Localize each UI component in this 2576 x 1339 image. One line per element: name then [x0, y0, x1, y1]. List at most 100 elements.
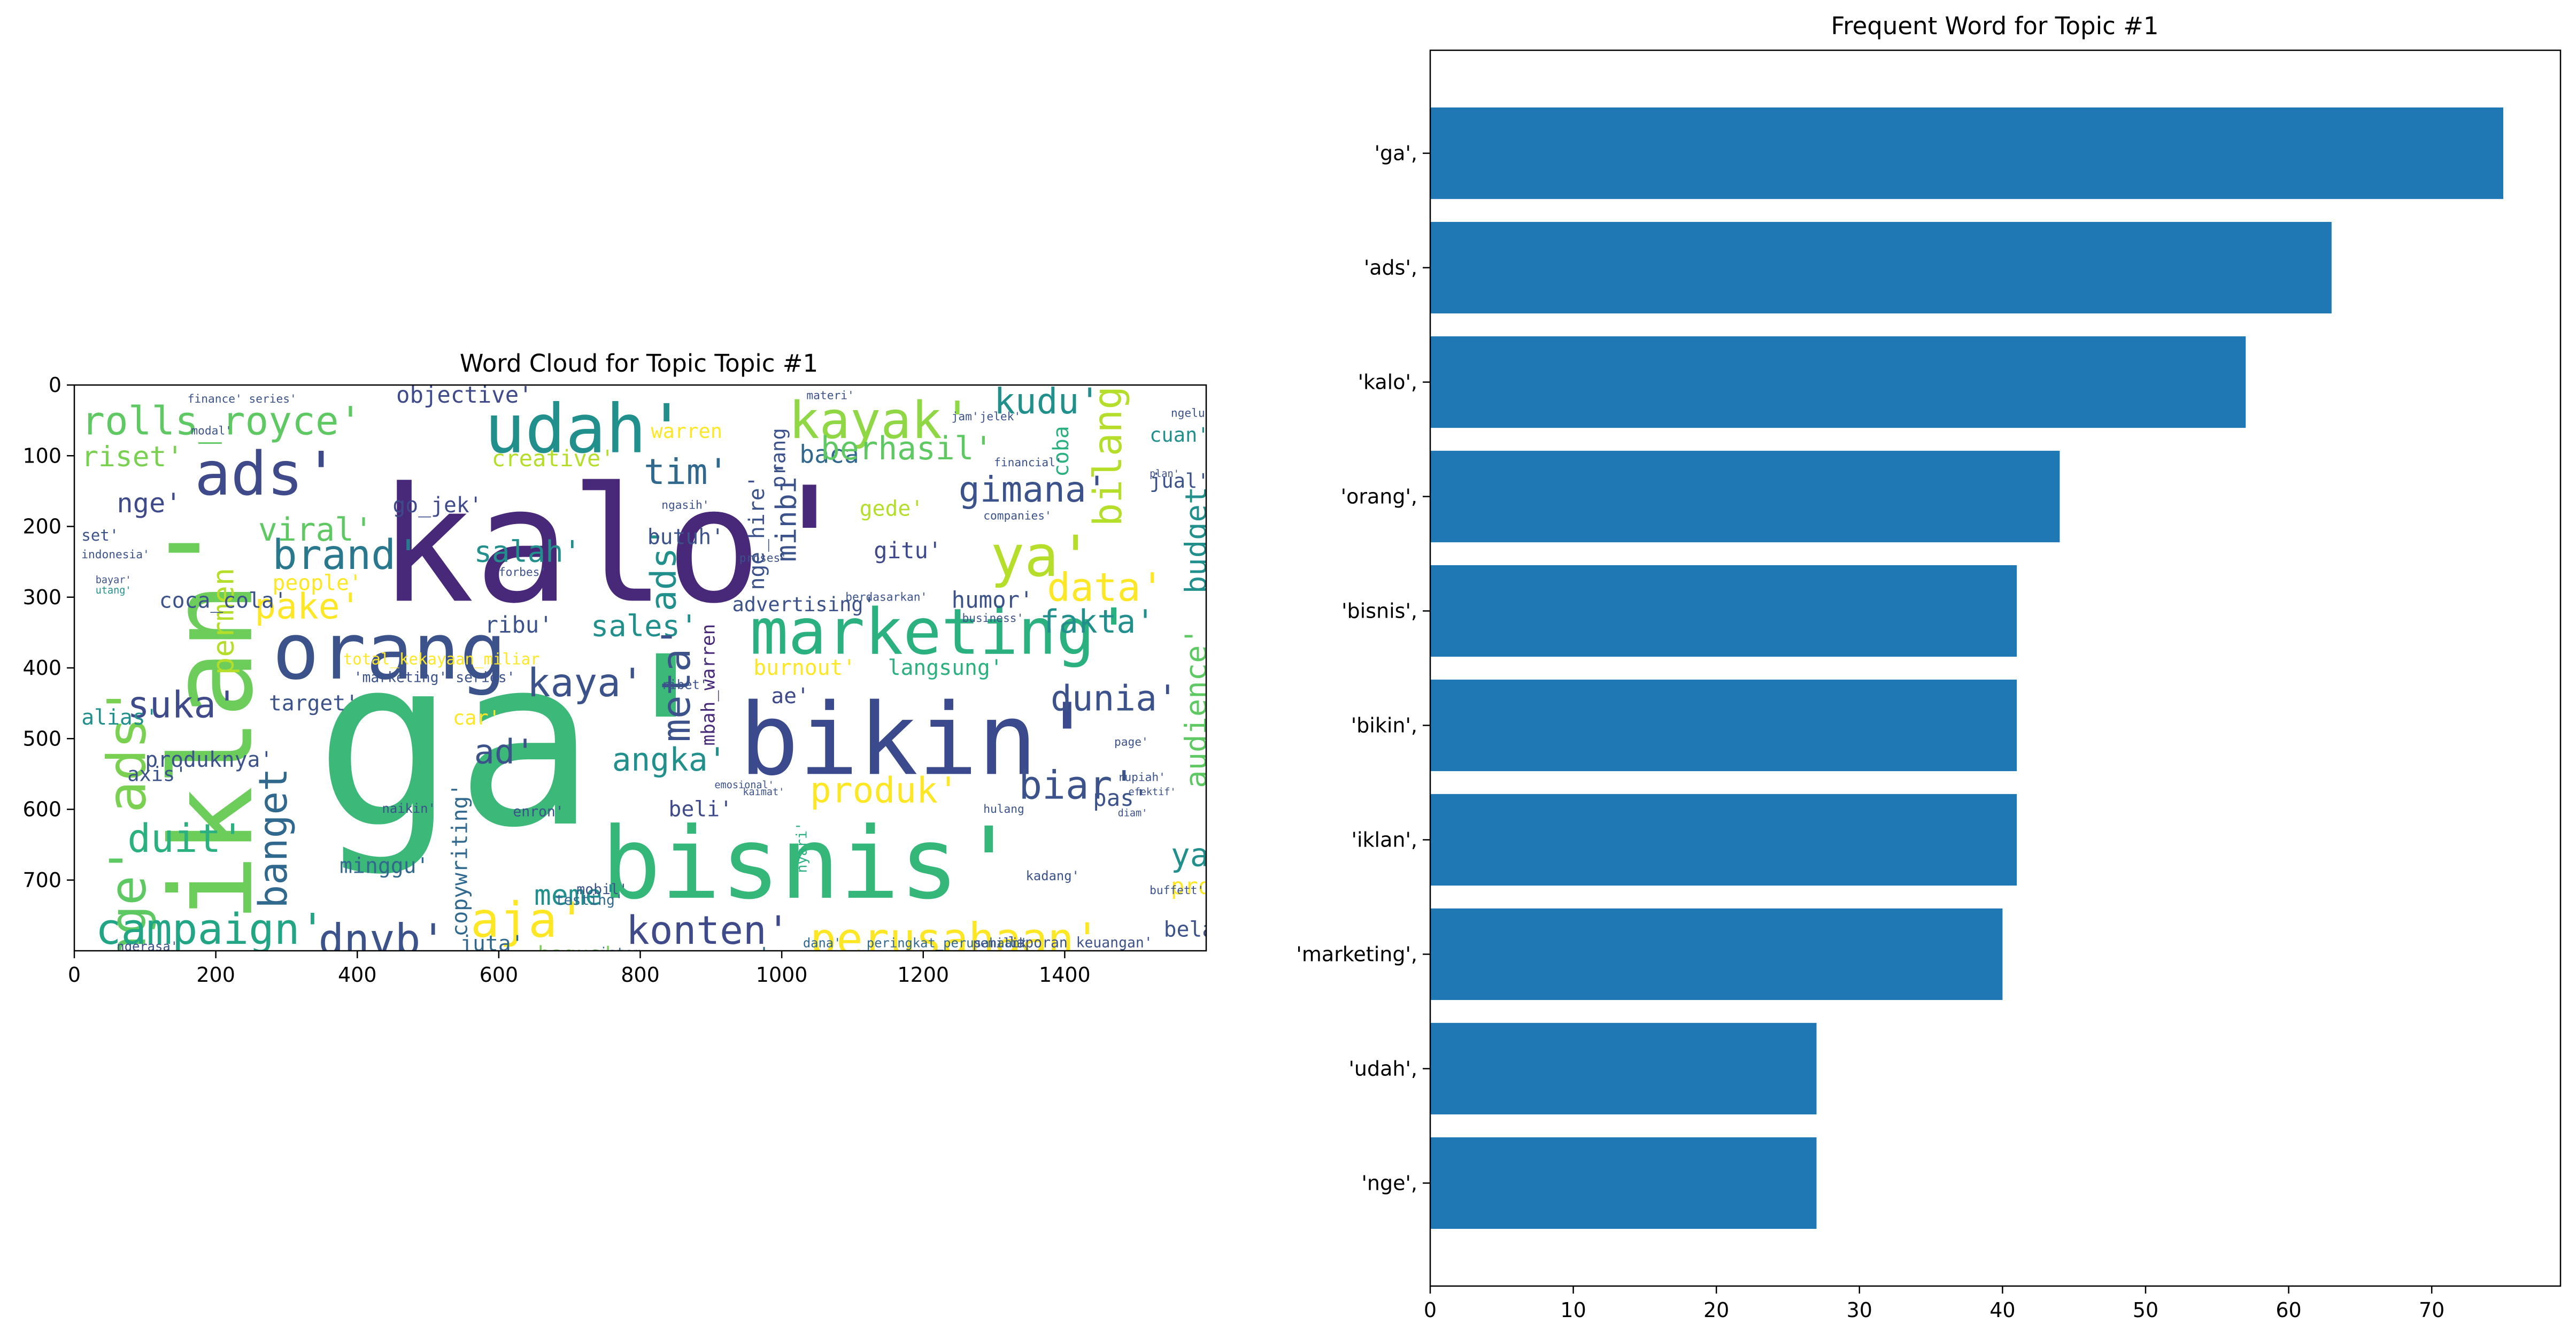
word-cloud-chart: Word Cloud for Topic Topic #1 ga'kalo' ik…: [22, 349, 1266, 987]
word-cloud-word: angka': [612, 742, 727, 779]
word-cloud-word: orang: [767, 428, 790, 487]
category-label: 'udah',: [1348, 1057, 1417, 1080]
bar-chart-frame: [1429, 49, 2562, 1287]
word-cloud-word: people': [272, 571, 361, 596]
word-cloud-word: copywriting': [448, 783, 472, 937]
x-tick-label: 600: [480, 963, 519, 987]
category-label: 'ads',: [1364, 256, 1417, 280]
word-cloud-word: diam': [1118, 808, 1148, 819]
word-cloud-word: testing': [556, 892, 623, 909]
word-cloud-word: ae': [771, 684, 809, 709]
word-cloud-word: fakta': [1040, 604, 1155, 641]
word-cloud-word: ngerasa': [117, 939, 178, 954]
word-cloud-word: financial': [994, 456, 1062, 469]
word-cloud-word: ribu': [484, 612, 552, 638]
category-label: 'marketing',: [1296, 942, 1417, 966]
word-cloud-word: campaign': [96, 904, 326, 954]
word-cloud-word: companies': [983, 509, 1052, 522]
word-cloud-word: coca_cola': [159, 589, 287, 613]
x-tick-label: 1200: [897, 963, 949, 987]
word-cloud-word: pemilik: [973, 935, 1026, 950]
bar-series: [1430, 107, 2503, 1229]
x-tick-label: 70: [2419, 1298, 2444, 1322]
x-tick-label: 20: [1703, 1298, 1729, 1322]
word-cloud-word: salah': [474, 535, 581, 570]
word-cloud-word: nge': [117, 487, 181, 519]
y-tick-label: 600: [22, 798, 61, 821]
word-cloud-word: bagus': [538, 942, 614, 967]
bar: [1430, 336, 2246, 428]
word-cloud-word: audience': [1179, 627, 1214, 788]
word-cloud-word: minggu': [340, 854, 429, 879]
word-cloud-word: car': [453, 706, 500, 729]
word-cloud-word: produk': [810, 769, 959, 811]
y-tick-label: 500: [22, 727, 61, 750]
word-cloud-word: business': [962, 611, 1024, 625]
word-cloud-word: cuan': [1150, 424, 1209, 447]
word-cloud-word: riset': [81, 441, 183, 473]
bar: [1430, 450, 2060, 543]
word-cloud-word: modal': [191, 424, 232, 437]
word-cloud-word: awareness': [651, 943, 770, 966]
word-cloud-word: tim': [644, 451, 729, 492]
word-cloud-word: meme': [534, 879, 619, 912]
word-cloud-word: kadang': [1026, 868, 1079, 883]
word-cloud-word: iklan': [146, 514, 278, 922]
y-tick-label: 0: [49, 373, 61, 397]
word-cloud-word: kaimat': [743, 787, 784, 798]
word-cloud-word: bayar': [96, 574, 132, 586]
word-cloud-word: brand': [272, 532, 420, 579]
word-cloud-word: gitu': [874, 537, 942, 564]
word-cloud-word: peringkat_perusahaan': [867, 935, 1028, 950]
word-cloud-word: ga': [315, 607, 736, 879]
word-cloud-word: forbes': [499, 565, 546, 579]
word-cloud-word: humor': [952, 587, 1034, 613]
word-cloud-word: profit': [1171, 873, 1266, 899]
word-cloud-word: belajar': [1164, 918, 1266, 942]
word-cloud-word: gimana': [959, 469, 1108, 510]
bar-chart-y-axis: 'ga', 'ads', 'kalo', 'orang', 'bisnis', 'biki…: [1296, 142, 1430, 1195]
word-cloud-word: indonesia': [81, 548, 150, 561]
word-cloud-word: axis': [127, 763, 187, 786]
bar-chart-title: Frequent Word for Topic #1: [1831, 12, 2158, 40]
bar: [1430, 565, 2017, 657]
x-tick-label: 1000: [756, 963, 808, 987]
word-cloud-word: data': [1047, 565, 1164, 610]
word-cloud-word: jual': [1150, 470, 1209, 492]
y-tick-label: 700: [22, 868, 61, 892]
word-cloud-word: kudu': [994, 381, 1100, 422]
bar: [1430, 107, 2503, 199]
word-cloud-word: orang: [272, 607, 506, 697]
word-cloud-word: ads': [643, 526, 684, 611]
bar: [1430, 908, 2003, 1001]
word-cloud-word: berhasil': [821, 430, 993, 467]
word-cloud-word: pas': [1093, 785, 1147, 811]
word-cloud-word: permen: [206, 568, 241, 675]
word-cloud-word: langsung': [888, 656, 1003, 680]
bar: [1430, 1022, 1817, 1115]
word-cloud-word: kaya': [527, 661, 644, 706]
word-cloud-word: juta': [460, 932, 523, 956]
word-cloud-word: ya': [990, 524, 1092, 589]
word-cloud-word: mbah_warren: [698, 624, 719, 746]
word-cloud-word: nge': [99, 845, 157, 965]
word-cloud-word: ad': [474, 732, 536, 772]
word-cloud-words: ga'kalo' iklan' bisnis'bikin' marketing' ora…: [81, 381, 1266, 967]
word-cloud-word: suka': [127, 684, 238, 727]
word-cloud-word: nge_hire': [745, 475, 769, 590]
word-cloud-word: kayak': [789, 391, 973, 450]
word-cloud-word: materi': [806, 388, 854, 402]
word-cloud-word: page': [1114, 735, 1148, 748]
category-label: 'ga',: [1375, 142, 1417, 165]
word-cloud-word: burnout': [753, 656, 855, 680]
word-cloud-word: laporan_keuangan': [1008, 934, 1153, 951]
x-tick-label: 30: [1847, 1298, 1872, 1322]
word-cloud-word: dunia': [1051, 678, 1178, 719]
word-cloud-word: enron': [513, 804, 564, 820]
word-cloud-word: meta': [654, 625, 699, 742]
word-cloud-word: 'marketing' series': [354, 669, 515, 686]
x-tick-label: 40: [1989, 1298, 2015, 1322]
word-cloud-word: banget: [251, 768, 296, 909]
word-cloud-word: dnvb': [318, 915, 446, 965]
